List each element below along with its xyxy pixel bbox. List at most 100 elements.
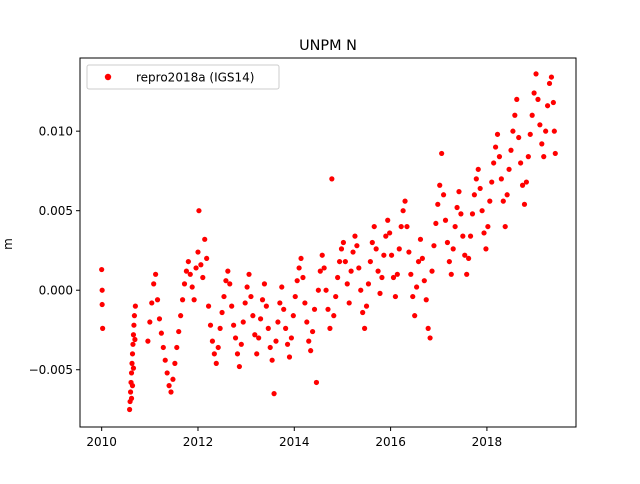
data-point (471, 192, 477, 198)
data-point (491, 160, 497, 166)
data-point (481, 230, 487, 236)
data-point (375, 268, 381, 274)
data-point (348, 268, 354, 274)
plot-frame (79, 57, 577, 428)
data-point (529, 112, 535, 118)
data-point (259, 297, 266, 303)
data-point (129, 351, 136, 357)
data-point (346, 300, 352, 306)
data-point (371, 223, 377, 230)
chart-title: UNPM N (299, 38, 357, 54)
data-point (277, 300, 283, 306)
data-point (317, 268, 323, 274)
data-point (514, 96, 520, 102)
data-point (400, 208, 406, 214)
data-point (466, 255, 472, 262)
data-point (469, 211, 476, 217)
data-point (510, 128, 516, 134)
data-point (425, 325, 431, 331)
data-point (225, 268, 231, 274)
y-tick-label: 0.005 (39, 204, 73, 218)
data-point (256, 335, 262, 341)
data-point (340, 239, 347, 246)
data-point (254, 351, 260, 357)
data-point (313, 379, 320, 386)
data-point (544, 103, 551, 109)
data-point (365, 281, 372, 287)
data-point (211, 351, 217, 357)
data-point (284, 341, 291, 347)
data-point (288, 335, 294, 341)
data-point (294, 278, 300, 284)
data-point (187, 271, 193, 277)
legend-box (86, 64, 280, 90)
data-point (147, 319, 153, 325)
data-point (209, 338, 216, 344)
data-point (383, 233, 389, 239)
data-point (440, 192, 447, 198)
data-point (257, 316, 264, 322)
data-point (433, 220, 439, 227)
data-point (302, 300, 308, 306)
data-point (219, 309, 225, 316)
data-point (174, 344, 180, 351)
data-point (283, 325, 289, 331)
data-point (145, 338, 151, 344)
data-point (292, 293, 298, 300)
data-point (298, 255, 304, 262)
x-tick-label: 2014 (279, 435, 310, 449)
data-point (309, 328, 316, 335)
data-point (130, 341, 136, 347)
data-point (185, 258, 191, 265)
data-point (195, 249, 201, 255)
data-point (518, 160, 524, 166)
data-point (151, 281, 157, 287)
data-point (130, 365, 137, 371)
data-point (263, 303, 269, 309)
data-point (205, 303, 212, 309)
data-point (541, 154, 547, 160)
data-point (244, 284, 250, 290)
data-point (358, 287, 364, 293)
data-point (227, 281, 233, 287)
data-point (421, 278, 427, 284)
data-point (377, 290, 383, 296)
data-point (250, 313, 256, 319)
data-point (99, 266, 105, 273)
data-point (448, 271, 454, 277)
data-point (415, 258, 422, 265)
data-point (236, 363, 242, 370)
data-point (527, 131, 533, 137)
y-axis-ticks: −0.005 0.000 0.005 0.010 (29, 125, 80, 377)
data-point (551, 128, 557, 134)
data-point (516, 134, 522, 141)
data-point (369, 239, 375, 246)
data-point (304, 319, 310, 325)
data-point (231, 322, 237, 328)
data-point (196, 208, 202, 214)
data-point (154, 297, 161, 303)
data-point (485, 223, 491, 230)
data-point (467, 233, 474, 239)
data-point (387, 230, 393, 236)
data-point (388, 252, 395, 258)
data-point (396, 246, 402, 252)
data-point (129, 360, 135, 366)
data-point (183, 268, 190, 274)
data-point (217, 325, 223, 331)
data-point (319, 252, 325, 258)
data-point (460, 233, 466, 239)
data-point (193, 265, 199, 271)
x-tick-label: 2012 (183, 435, 214, 449)
data-point (454, 204, 460, 211)
data-point (390, 274, 397, 281)
x-tick-label: 2018 (472, 435, 503, 449)
data-point (273, 338, 279, 344)
data-point (202, 236, 208, 242)
data-point (172, 360, 178, 366)
data-point (131, 322, 137, 328)
data-point (487, 198, 493, 204)
data-point (450, 246, 456, 252)
